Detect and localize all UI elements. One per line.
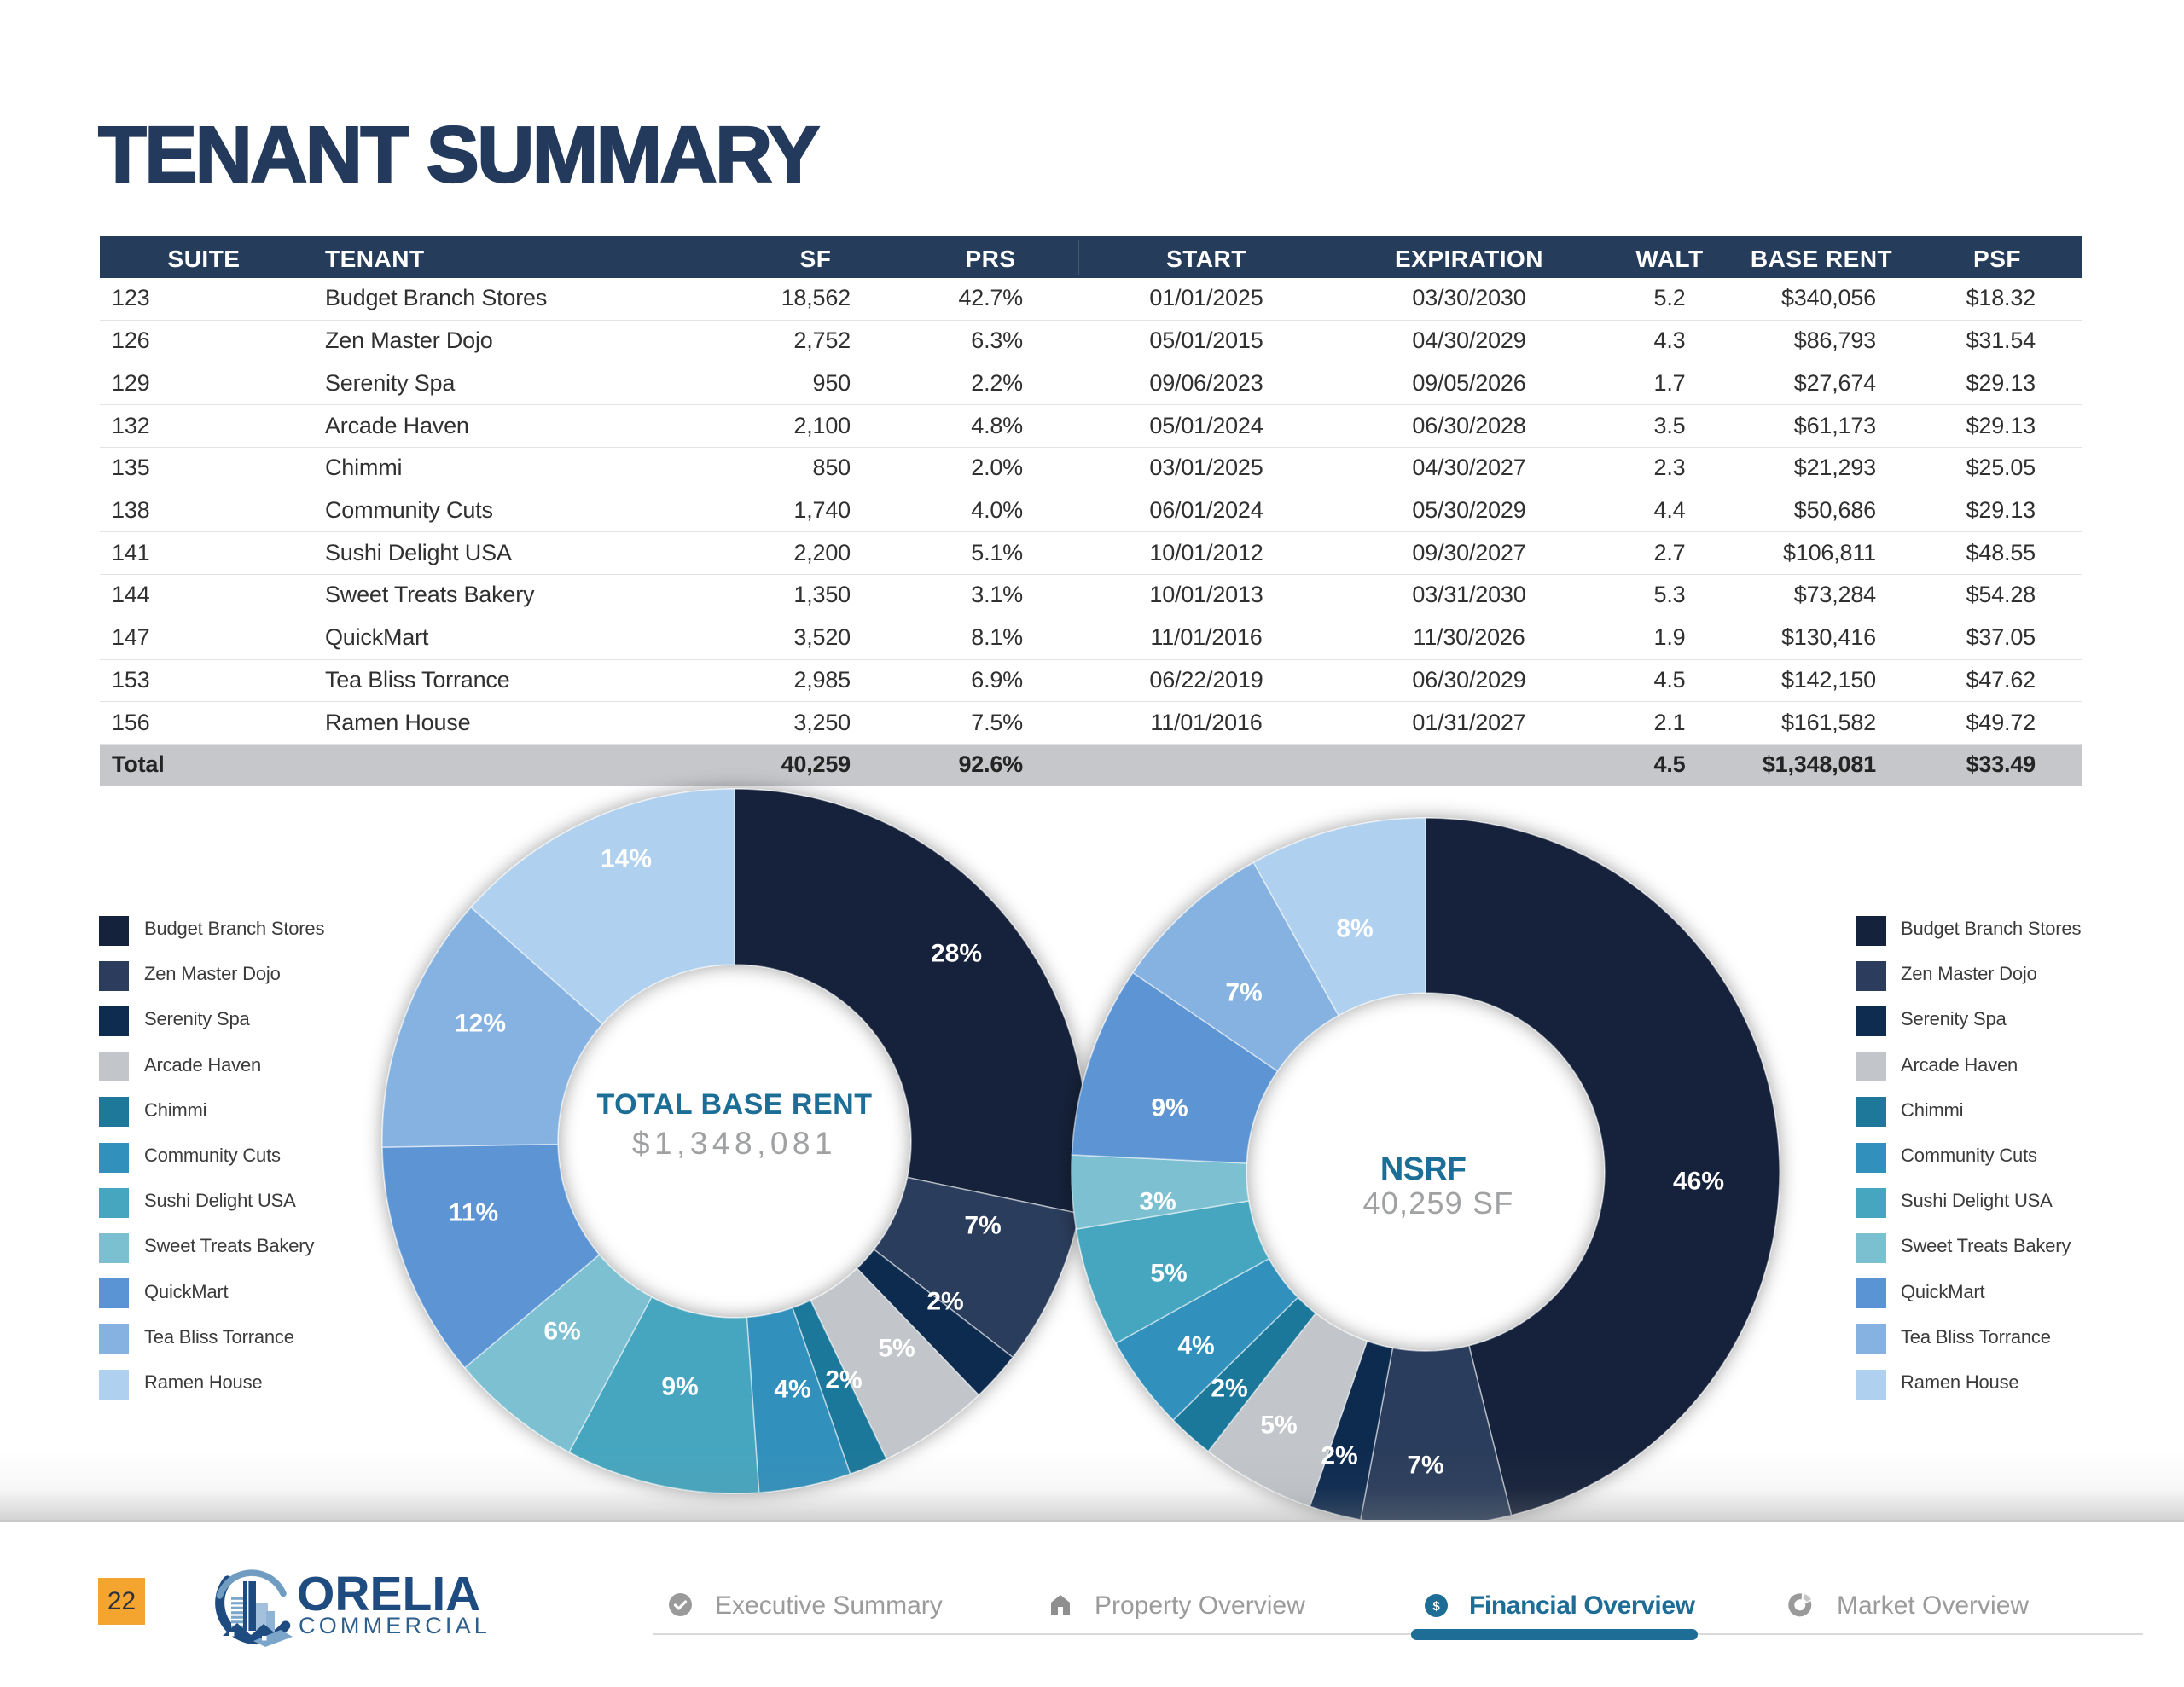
- svg-text:28%: 28%: [931, 940, 982, 968]
- svg-text:6%: 6%: [543, 1318, 580, 1346]
- svg-text:9%: 9%: [661, 1373, 698, 1401]
- svg-text:5%: 5%: [1260, 1412, 1297, 1440]
- svg-text:8%: 8%: [1336, 915, 1373, 943]
- svg-text:5%: 5%: [1150, 1260, 1187, 1288]
- svg-text:2%: 2%: [825, 1366, 862, 1394]
- svg-text:12%: 12%: [455, 1010, 506, 1038]
- svg-text:7%: 7%: [964, 1212, 1001, 1240]
- svg-text:46%: 46%: [1673, 1168, 1724, 1196]
- svg-text:$: $: [1432, 1599, 1440, 1614]
- svg-text:7%: 7%: [1225, 979, 1262, 1007]
- svg-text:2%: 2%: [1321, 1442, 1357, 1470]
- svg-text:2%: 2%: [926, 1288, 963, 1316]
- svg-text:7%: 7%: [1407, 1452, 1443, 1480]
- svg-text:9%: 9%: [1151, 1094, 1188, 1122]
- svg-text:3%: 3%: [1139, 1188, 1176, 1216]
- svg-text:14%: 14%: [601, 845, 652, 873]
- svg-text:2%: 2%: [1211, 1375, 1247, 1403]
- svg-text:4%: 4%: [774, 1376, 810, 1404]
- svg-text:4%: 4%: [1177, 1332, 1214, 1360]
- svg-text:11%: 11%: [449, 1199, 498, 1227]
- svg-text:5%: 5%: [878, 1335, 915, 1363]
